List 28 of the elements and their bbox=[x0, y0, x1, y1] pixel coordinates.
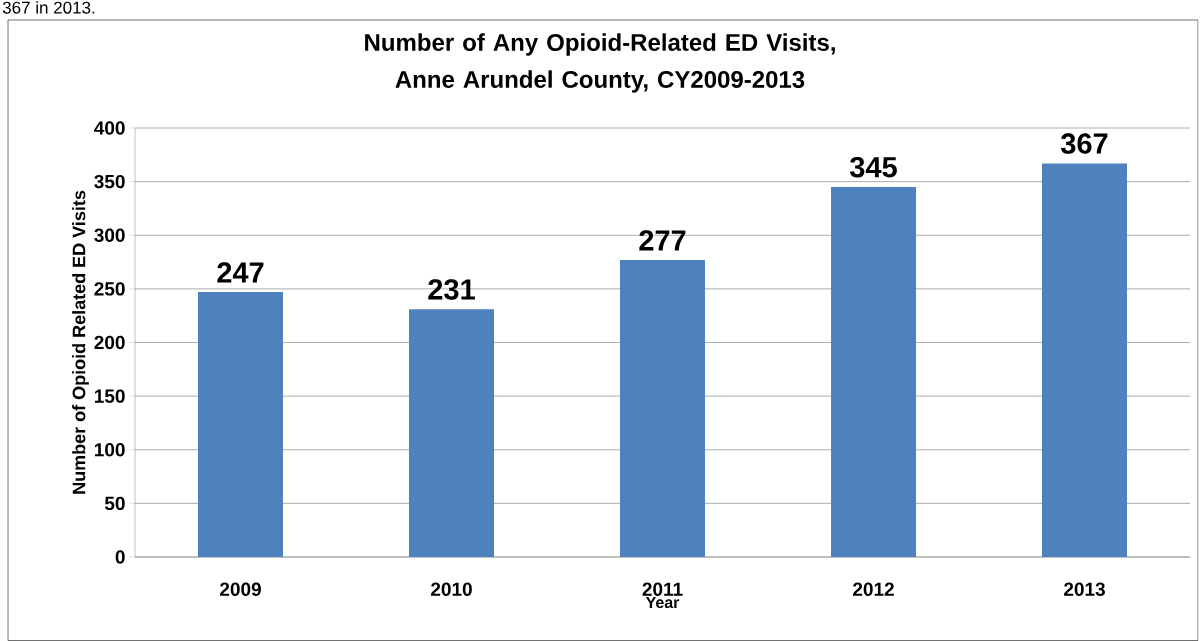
y-tick-label: 200 bbox=[94, 335, 125, 350]
y-tick-label: 400 bbox=[94, 121, 125, 135]
y-tick-label: 300 bbox=[94, 228, 125, 242]
bar bbox=[620, 259, 706, 557]
data-label: 345 bbox=[849, 156, 897, 178]
chart-title: Number of Any Opioid-Related ED Visits, Anne Arundel County, CY2009-2013 bbox=[365, 33, 835, 93]
y-tick-label: 150 bbox=[94, 389, 125, 403]
y-axis-title: Number of Opioid Related ED Visits bbox=[72, 190, 89, 494]
bar bbox=[831, 186, 917, 557]
data-label: 367 bbox=[1060, 133, 1108, 154]
x-tick-label: 2013 bbox=[1064, 582, 1105, 597]
x-tick-label: 2011 bbox=[642, 582, 683, 596]
y-tick-label: 100 bbox=[94, 443, 125, 457]
data-label: 277 bbox=[639, 230, 686, 251]
bar bbox=[409, 309, 494, 557]
x-tick-label: 2010 bbox=[431, 582, 472, 596]
y-tick-label: 0 bbox=[115, 550, 125, 564]
text: 367 in 2013. bbox=[2, 1, 95, 14]
data-label: 231 bbox=[428, 279, 475, 300]
x-tick-label: 2012 bbox=[853, 582, 894, 596]
bar bbox=[1042, 163, 1127, 557]
x-tick-label: 2009 bbox=[220, 582, 261, 596]
x-axis-title: Year bbox=[645, 596, 680, 609]
bar bbox=[198, 292, 284, 557]
y-tick-label: 250 bbox=[94, 282, 125, 296]
y-tick-label: 350 bbox=[94, 174, 125, 189]
y-tick-label: 50 bbox=[104, 496, 125, 511]
data-label: 247 bbox=[217, 262, 264, 283]
